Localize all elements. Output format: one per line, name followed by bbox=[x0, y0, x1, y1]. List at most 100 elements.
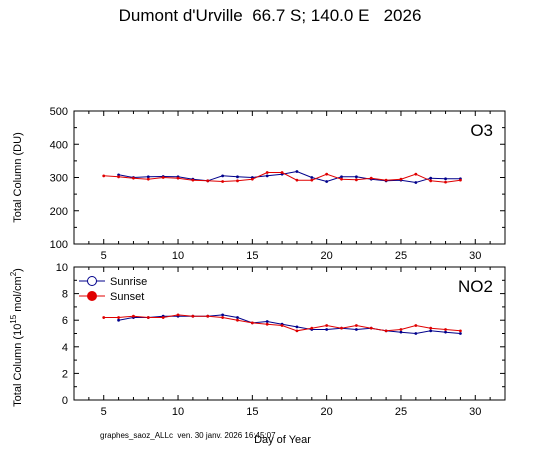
sunset-data-point bbox=[161, 176, 165, 179]
sunset-data-point bbox=[414, 324, 418, 327]
sunset-data-point bbox=[146, 316, 150, 319]
x-tick-label: 10 bbox=[172, 406, 184, 418]
sunset-data-point bbox=[414, 172, 418, 176]
sunrise-data-point bbox=[310, 176, 314, 179]
legend-label-sunset: Sunset bbox=[110, 291, 144, 303]
sunrise-data-point bbox=[444, 330, 447, 334]
sunrise-series-line bbox=[118, 314, 461, 335]
sunset-data-point bbox=[117, 175, 120, 179]
sunrise-data-point bbox=[117, 318, 120, 322]
legend-marker-sunrise bbox=[87, 276, 97, 286]
sunset-data-point bbox=[161, 316, 165, 319]
sunrise-data-point bbox=[221, 313, 225, 317]
sunrise-data-point bbox=[399, 330, 403, 334]
x-tick-label: 25 bbox=[395, 406, 407, 418]
sunset-data-point bbox=[250, 321, 254, 325]
y-tick-label: 300 bbox=[50, 173, 68, 185]
sunrise-data-point bbox=[295, 170, 299, 173]
sunset-data-point bbox=[132, 314, 135, 318]
y-axis-label: Total Column (DU) bbox=[12, 132, 24, 222]
y-axis-label-superscript: 2 bbox=[9, 271, 18, 276]
sunset-data-point bbox=[236, 179, 239, 183]
sunset-data-point bbox=[265, 322, 269, 326]
sunset-data-point bbox=[295, 178, 299, 182]
sunset-data-point bbox=[459, 329, 462, 333]
sunrise-data-point bbox=[414, 332, 418, 335]
sunset-data-point bbox=[310, 178, 314, 182]
sunset-data-point bbox=[191, 314, 195, 318]
y-tick-label: 4 bbox=[62, 342, 68, 354]
x-tick-label: 30 bbox=[469, 406, 481, 418]
sunset-data-point bbox=[176, 176, 180, 180]
footer-timestamp: graphes_saoz_ALLc ven. 30 janv. 2026 16:… bbox=[100, 431, 276, 440]
y-tick-label: 2 bbox=[62, 368, 68, 380]
sunrise-data-point bbox=[325, 180, 329, 183]
legend-marker-sunset bbox=[87, 291, 97, 301]
x-tick-label: 15 bbox=[246, 406, 258, 418]
sunrise-data-point bbox=[265, 174, 269, 178]
legend-label-sunrise: Sunrise bbox=[110, 276, 147, 288]
sunrise-data-point bbox=[459, 332, 462, 335]
sunset-data-point bbox=[340, 326, 343, 330]
x-tick-label: 5 bbox=[101, 406, 107, 418]
sunrise-data-point bbox=[265, 320, 269, 323]
sunset-data-point bbox=[384, 178, 388, 182]
sunset-data-point bbox=[132, 176, 135, 180]
sunrise-data-point bbox=[221, 174, 225, 178]
panel-label: NO2 bbox=[458, 277, 493, 296]
sunset-data-point bbox=[399, 328, 403, 331]
y-tick-label: 400 bbox=[50, 139, 68, 151]
sunset-data-point bbox=[399, 177, 403, 181]
y-tick-label: 100 bbox=[50, 239, 68, 251]
sunset-data-point bbox=[354, 178, 358, 182]
sunset-data-point bbox=[325, 172, 329, 176]
sunset-data-point bbox=[354, 324, 358, 327]
x-axis-label: Day of Year bbox=[254, 434, 311, 446]
sunrise-data-point bbox=[236, 175, 239, 179]
sunset-data-point bbox=[295, 329, 299, 333]
y-axis-label-superscript: 15 bbox=[9, 314, 18, 323]
sunrise-data-point bbox=[429, 329, 433, 333]
y-axis-label: Total Column (1015 mol/cm2) bbox=[9, 268, 24, 407]
y-axis-label-part: Total Column (10 bbox=[12, 324, 24, 407]
sunset-data-point bbox=[369, 326, 373, 330]
chart-title: Dumont d'Urville 66.7 S; 140.0 E 2026 bbox=[118, 6, 422, 25]
sunrise-data-point bbox=[146, 175, 150, 179]
sunset-data-point bbox=[102, 316, 106, 319]
x-tick-label: 30 bbox=[469, 250, 481, 262]
sunrise-data-point bbox=[414, 181, 418, 184]
sunset-data-point bbox=[384, 329, 388, 333]
sunset-data-point bbox=[206, 179, 210, 183]
x-tick-label: 10 bbox=[172, 250, 184, 262]
sunset-data-point bbox=[146, 177, 150, 181]
x-tick-label: 5 bbox=[101, 250, 107, 262]
y-tick-label: 8 bbox=[62, 289, 68, 301]
sunrise-data-point bbox=[429, 176, 433, 180]
y-tick-label: 6 bbox=[62, 315, 68, 327]
sunset-data-point bbox=[191, 178, 195, 182]
y-tick-label: 10 bbox=[56, 262, 68, 274]
no2-panel: 5 10 15 20 25 30 0 2 4 6 8 10 NO2 Total Column (1015 … bbox=[9, 262, 506, 446]
sunset-data-point bbox=[444, 328, 447, 331]
sunrise-data-point bbox=[325, 328, 329, 331]
sunset-data-point bbox=[340, 177, 343, 181]
sunset-data-point bbox=[221, 180, 225, 183]
sunrise-data-point bbox=[354, 175, 358, 179]
sunrise-data-point bbox=[340, 175, 343, 179]
sunset-data-point bbox=[102, 174, 106, 178]
y-tick-label: 500 bbox=[50, 106, 68, 118]
sunrise-data-point bbox=[444, 177, 447, 181]
sunset-data-point bbox=[236, 318, 239, 322]
y-tick-label: 0 bbox=[62, 395, 68, 407]
x-tick-label: 20 bbox=[321, 406, 333, 418]
sunrise-data-point bbox=[354, 328, 358, 331]
sunrise-series-line bbox=[118, 170, 461, 184]
sunset-data-point bbox=[176, 313, 180, 317]
x-tick-label: 25 bbox=[395, 250, 407, 262]
sunset-data-point bbox=[280, 324, 284, 327]
sunset-data-point bbox=[206, 314, 210, 318]
sunset-data-point bbox=[265, 171, 269, 174]
sunset-data-point bbox=[221, 316, 225, 319]
o3-panel: 5 10 15 20 25 30 100 200 300 400 500 O3 Total Column… bbox=[12, 106, 506, 262]
